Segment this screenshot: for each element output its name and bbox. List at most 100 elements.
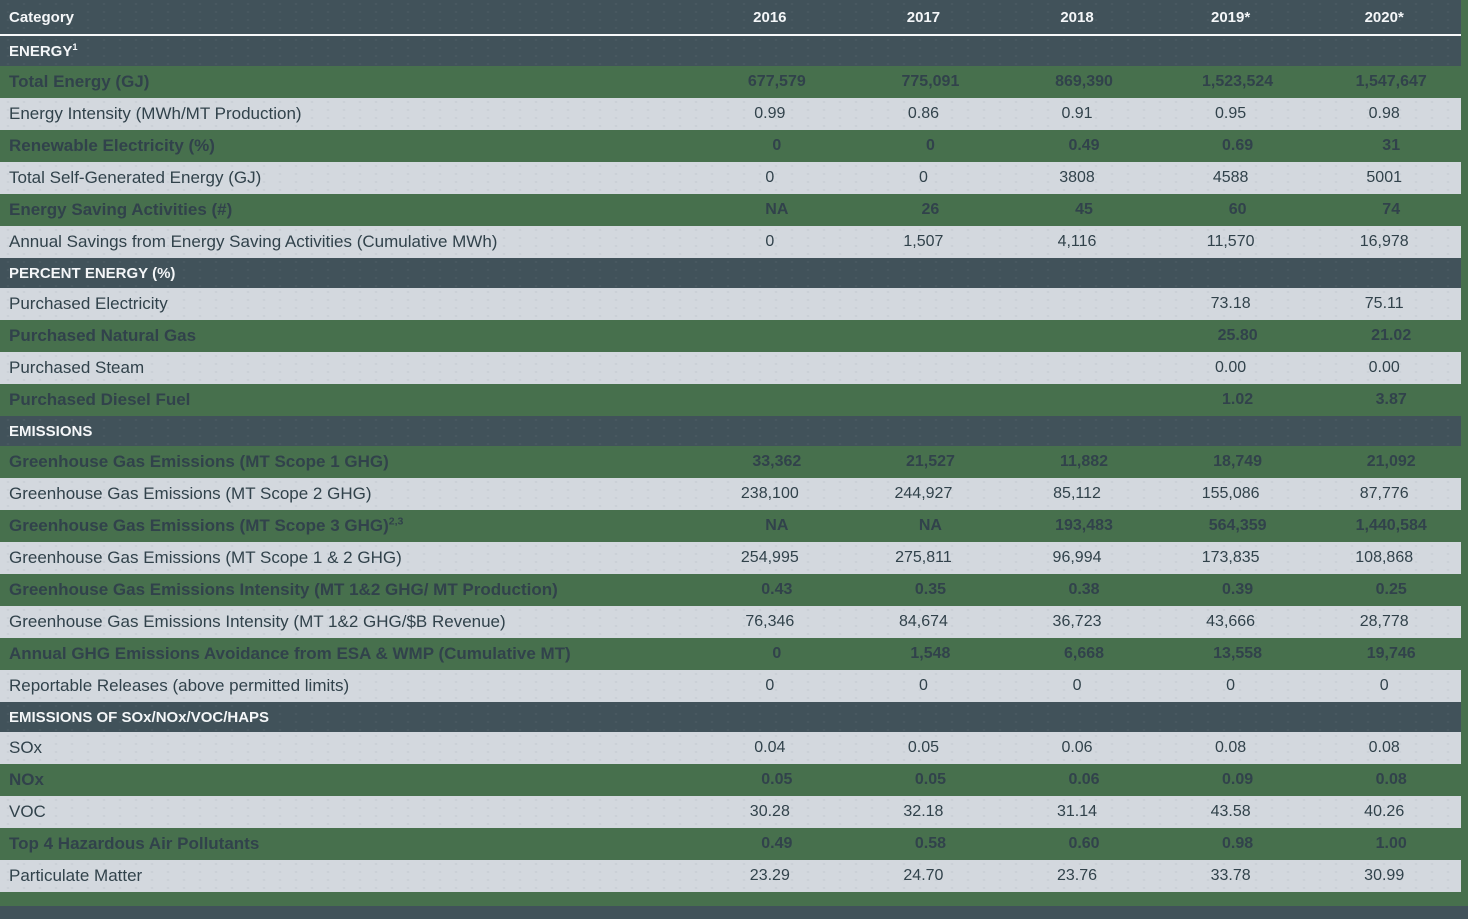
value-cell: 0: [1226, 677, 1236, 694]
section-title: EMISSIONS OF SOx/NOx/VOC/HAPS: [0, 709, 1461, 726]
value-cell: 0.98: [1222, 835, 1254, 852]
value-cell: 30.99: [1364, 867, 1405, 884]
table-row: Energy Saving Activities (#) NA 26 45 60 74: [0, 194, 1468, 226]
row-label: Top 4 Hazardous Air Pollutants: [0, 834, 700, 854]
column-header-year: 2017: [906, 8, 941, 26]
row-label: Annual GHG Emissions Avoidance from ESA …: [0, 644, 700, 664]
value-cell: 0.35: [914, 581, 946, 598]
row-label-text: Greenhouse Gas Emissions (MT Scope 1 & 2…: [9, 548, 402, 567]
value-cell: 96,994: [1052, 549, 1102, 566]
row-label-text: Greenhouse Gas Emissions Intensity (MT 1…: [9, 580, 558, 599]
row-label-superscript: 2,3: [388, 516, 404, 528]
row-label: Total Self-Generated Energy (GJ): [0, 168, 693, 188]
value-cell: 4,116: [1057, 233, 1097, 250]
table-row: Purchased Natural Gas 25.80 21.02: [0, 320, 1468, 352]
row-label-text: Total Energy (GJ): [9, 72, 150, 91]
table-row: Greenhouse Gas Emissions (MT Scope 1 & 2…: [0, 542, 1461, 574]
section-header: EMISSIONS OF SOx/NOx/VOC/HAPS: [0, 702, 1461, 732]
value-cell: 5001: [1366, 169, 1402, 186]
row-label-text: Greenhouse Gas Emissions (MT Scope 3 GHG…: [9, 516, 389, 535]
table-row: Top 4 Hazardous Air Pollutants 0.49 0.58 0.…: [0, 828, 1468, 860]
value-cell: 155,086: [1201, 485, 1260, 502]
value-cell: 564,359: [1208, 517, 1267, 534]
value-cell: 193,483: [1055, 517, 1113, 534]
value-cell: 1.02: [1222, 391, 1254, 408]
row-label: VOC: [0, 802, 693, 822]
row-label: Greenhouse Gas Emissions (MT Scope 2 GHG…: [0, 484, 693, 504]
value-cell: 76,346: [745, 613, 795, 630]
value-cell: 0.05: [761, 771, 793, 788]
value-cell: 31.14: [1056, 803, 1098, 820]
value-cell: 0.38: [1068, 581, 1100, 598]
column-header-year: 2016: [753, 8, 787, 26]
value-cell: 18,749: [1213, 453, 1263, 470]
value-cell: 1,547,647: [1355, 73, 1427, 90]
value-cell: 1,440,584: [1355, 517, 1427, 534]
footer-dark-bar: [0, 906, 1468, 919]
value-cell: 0.98: [1368, 105, 1400, 122]
value-cell: 0: [765, 233, 775, 250]
value-cell: 0.86: [907, 105, 939, 122]
value-cell: 87,776: [1359, 485, 1409, 502]
value-cell: 0.49: [1068, 137, 1100, 154]
row-label: NOx: [0, 770, 700, 790]
row-label-text: VOC: [9, 802, 46, 821]
table-column-header-row: Category 2016 2017 2018 2019* 2020*: [0, 0, 1461, 34]
row-label: Purchased Natural Gas: [0, 326, 700, 346]
table-row: Purchased Steam 0.00 0.00: [0, 352, 1461, 384]
row-label: Greenhouse Gas Emissions (MT Scope 1 GHG…: [0, 452, 700, 472]
value-cell: 6,668: [1063, 645, 1105, 662]
value-cell: 0.91: [1061, 105, 1093, 122]
value-cell: 21.02: [1371, 327, 1412, 344]
value-cell: 173,835: [1201, 549, 1260, 566]
table-row: Greenhouse Gas Emissions Intensity (MT 1…: [0, 574, 1468, 606]
value-cell: 0.08: [1368, 739, 1400, 756]
value-cell: 31: [1382, 137, 1401, 154]
row-label-text: Annual Savings from Energy Saving Activi…: [9, 232, 498, 251]
section-title: EMISSIONS: [0, 423, 1461, 440]
table-row: NOx 0.05 0.05 0.06 0.09 0.08: [0, 764, 1468, 796]
row-label-text: Particulate Matter: [9, 866, 143, 885]
value-cell: 23.29: [749, 867, 790, 884]
value-cell: 36,723: [1052, 613, 1102, 630]
value-cell: 0.39: [1222, 581, 1254, 598]
row-label-text: NOx: [9, 770, 44, 789]
value-cell: 0.05: [907, 739, 939, 756]
value-cell: 73.18: [1210, 295, 1251, 312]
table-row: Renewable Electricity (%) 0 0 0.49 0.69 31: [0, 130, 1468, 162]
table-row: Annual GHG Emissions Avoidance from ESA …: [0, 638, 1468, 670]
value-cell: 3808: [1059, 169, 1095, 186]
table-row: Total Energy (GJ) 677,579 775,091 869,390 1,…: [0, 66, 1468, 98]
table-row: Greenhouse Gas Emissions (MT Scope 2 GHG…: [0, 478, 1461, 510]
value-cell: 1,523,524: [1202, 73, 1274, 90]
value-cell: 26: [921, 201, 940, 218]
row-label: Reportable Releases (above permitted lim…: [0, 676, 693, 696]
table-body: ENERGY1 Total Energy (GJ) 677,579 775,091 86…: [0, 36, 1468, 892]
column-header-year: 2018: [1060, 8, 1094, 26]
value-cell: 33,362: [752, 453, 802, 470]
table-row: Particulate Matter 23.29 24.70 23.76 33.78 30…: [0, 860, 1461, 892]
value-cell: 254,995: [740, 549, 799, 566]
section-header: EMISSIONS: [0, 416, 1461, 446]
section-title-superscript: 1: [72, 42, 78, 52]
section-title-text: ENERGY: [9, 42, 73, 60]
row-label: Renewable Electricity (%): [0, 136, 700, 156]
header-divider-line: [0, 34, 1461, 36]
value-cell: 16,978: [1359, 233, 1409, 250]
row-label: Annual Savings from Energy Saving Activi…: [0, 232, 693, 252]
value-cell: 0.60: [1068, 835, 1100, 852]
value-cell: 677,579: [747, 73, 806, 90]
value-cell: NA: [765, 517, 789, 534]
row-label: Energy Intensity (MWh/MT Production): [0, 104, 693, 124]
value-cell: 0.00: [1215, 359, 1247, 376]
row-label-text: Energy Saving Activities (#): [9, 200, 233, 219]
row-label-text: Reportable Releases (above permitted lim…: [9, 676, 350, 695]
value-cell: 0.25: [1375, 581, 1407, 598]
row-label: Total Energy (GJ): [0, 72, 700, 92]
section-title-text: EMISSIONS: [9, 422, 93, 440]
value-cell: 3.87: [1375, 391, 1407, 408]
table-row: Greenhouse Gas Emissions Intensity (MT 1…: [0, 606, 1461, 638]
value-cell: 0: [1379, 677, 1389, 694]
row-label-text: Greenhouse Gas Emissions (MT Scope 1 GHG…: [9, 452, 389, 471]
